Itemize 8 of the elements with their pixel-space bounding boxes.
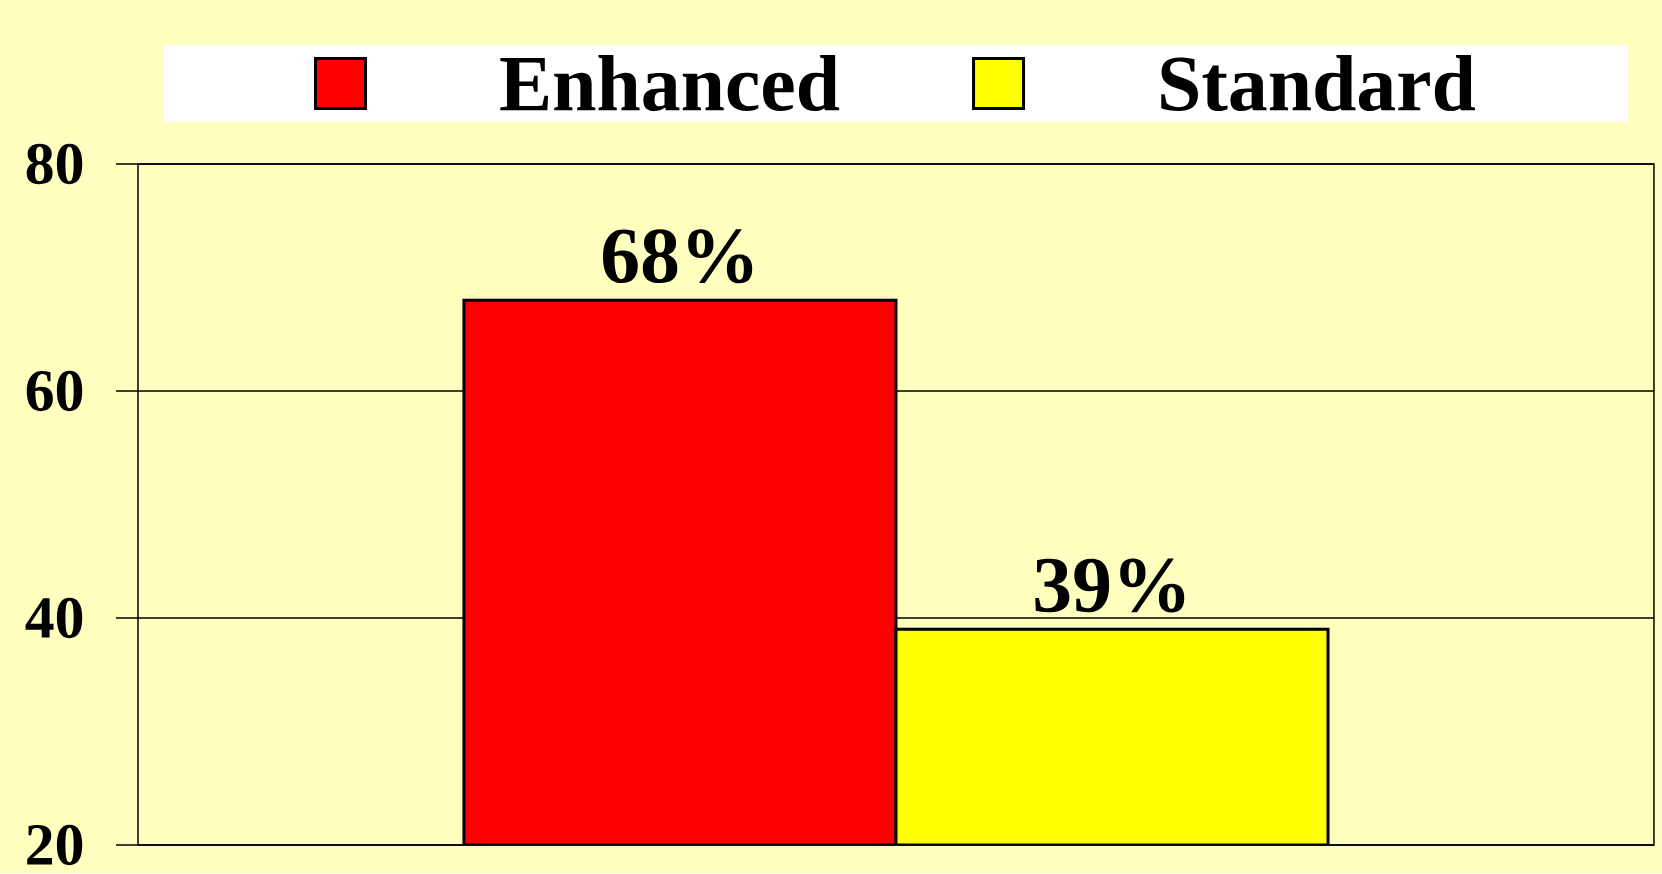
- y-tick-label: 40: [25, 597, 83, 639]
- y-tick-label: 20: [27, 824, 83, 866]
- data-label: 39%: [1035, 558, 1185, 613]
- legend-label: Standard: [1161, 55, 1476, 112]
- data-label: 68%: [602, 229, 753, 284]
- legend-label: Enhanced: [500, 55, 840, 112]
- y-tick-label: 80: [26, 143, 83, 185]
- y-tick-label: 60: [26, 370, 83, 412]
